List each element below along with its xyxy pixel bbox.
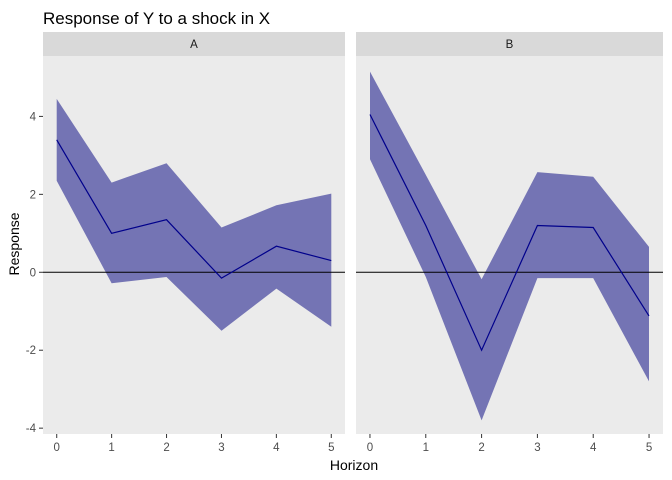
x-tick-label: 5 — [328, 442, 334, 454]
y-tick-label: -4 — [26, 423, 37, 435]
y-tick-label: 0 — [30, 267, 36, 279]
x-tick-label: 2 — [478, 442, 484, 454]
facet-panels: A 0 1 2 3 4 5 B 0 1 2 3 4 5 — [43, 32, 663, 454]
x-tick-label: 0 — [54, 442, 60, 454]
y-tick-label: -2 — [26, 345, 36, 357]
y-axis-title: Response — [6, 212, 22, 275]
x-tick-label: 3 — [534, 442, 540, 454]
x-tick-label: 0 — [367, 442, 373, 454]
response-line — [56, 139, 332, 279]
x-tick-label: 2 — [163, 442, 169, 454]
y-axis: -4 -2 0 2 4 — [26, 111, 43, 435]
x-axis-title: Horizon — [330, 457, 378, 473]
facet-panel-a: A 0 1 2 3 4 5 — [43, 32, 345, 454]
facet-panel-b: B 0 1 2 3 4 5 — [356, 32, 663, 454]
facet-strip-label: A — [190, 39, 198, 51]
x-tick-label: 4 — [590, 442, 597, 454]
y-tick-label: 2 — [30, 189, 36, 201]
chart-title: Response of Y to a shock in X — [43, 9, 270, 28]
facet-strip — [356, 32, 663, 56]
x-tick-label: 5 — [646, 442, 652, 454]
response-line — [369, 114, 650, 352]
x-tick-label: 1 — [108, 442, 114, 454]
x-tick-label: 4 — [273, 442, 280, 454]
x-tick-label: 1 — [423, 442, 429, 454]
x-tick-label: 3 — [218, 442, 224, 454]
facet-strip-label: B — [506, 39, 514, 51]
y-tick-label: 4 — [30, 111, 37, 123]
confidence-band — [370, 71, 649, 421]
facet-strip — [43, 32, 345, 56]
